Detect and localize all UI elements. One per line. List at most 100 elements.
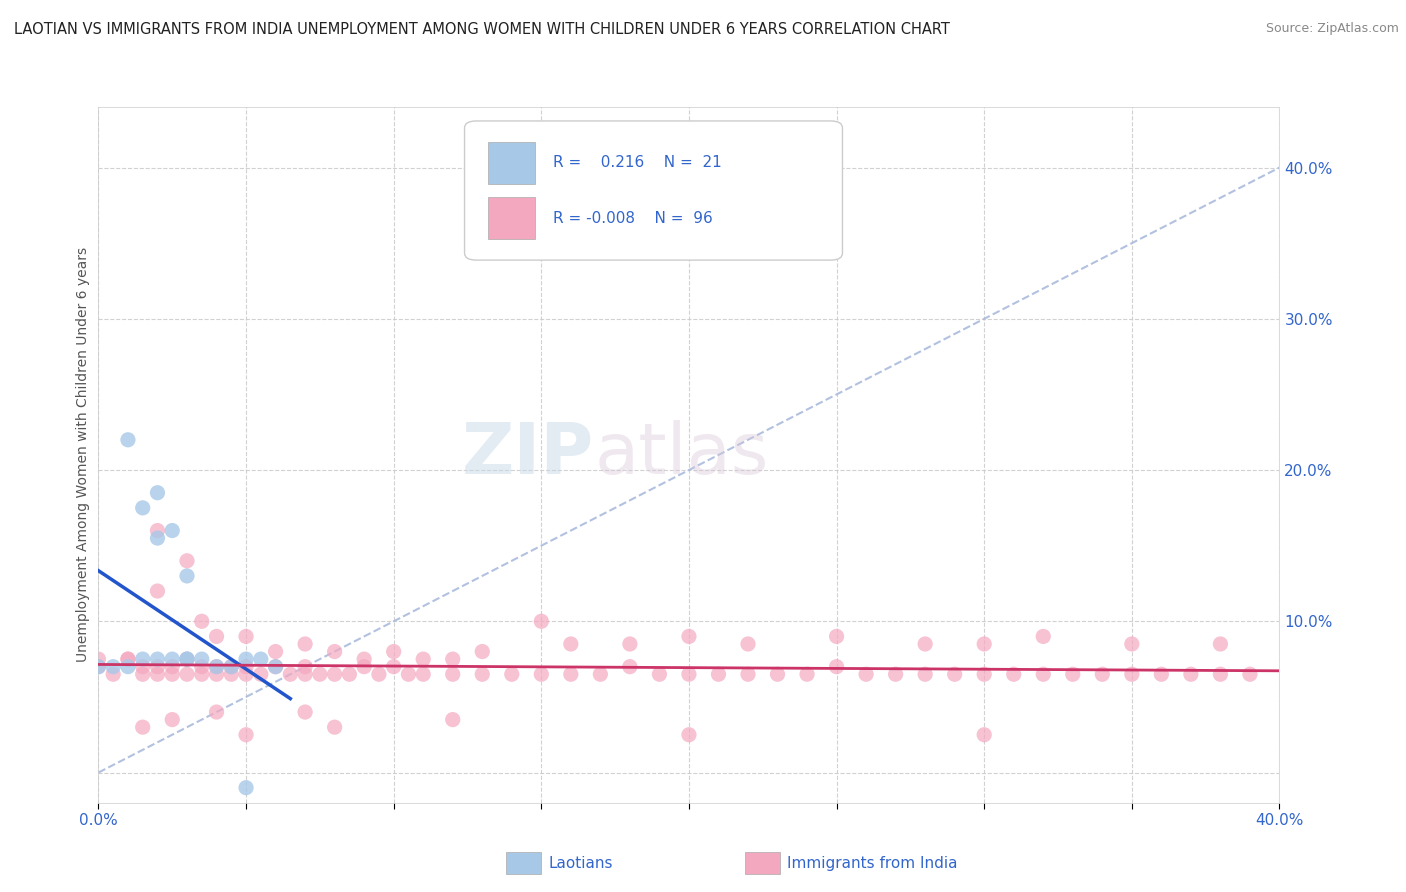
Point [132, 652, 155, 666]
Point [250, 667, 273, 681]
Point [191, 652, 214, 666]
Point [117, 433, 139, 447]
Point [678, 728, 700, 742]
Point [219, 659, 242, 673]
Text: Source: ZipAtlas.com: Source: ZipAtlas.com [1265, 22, 1399, 36]
Point [117, 652, 139, 666]
Point [176, 652, 198, 666]
Point [1150, 667, 1173, 681]
Point [530, 615, 553, 629]
Point [146, 584, 169, 599]
Text: LAOTIAN VS IMMIGRANTS FROM INDIA UNEMPLOYMENT AMONG WOMEN WITH CHILDREN UNDER 6 : LAOTIAN VS IMMIGRANTS FROM INDIA UNEMPLO… [14, 22, 950, 37]
Point [132, 667, 155, 681]
Point [176, 554, 198, 568]
Point [146, 659, 169, 673]
FancyBboxPatch shape [464, 121, 842, 260]
Text: R =    0.216    N =  21: R = 0.216 N = 21 [553, 155, 721, 170]
Point [132, 720, 155, 734]
Point [132, 500, 155, 515]
Point [191, 667, 214, 681]
Point [678, 629, 700, 643]
Point [382, 644, 405, 658]
Point [825, 659, 848, 673]
Point [162, 652, 183, 666]
Point [884, 667, 907, 681]
Point [914, 667, 936, 681]
Point [264, 659, 287, 673]
Point [176, 652, 198, 666]
Point [87, 652, 110, 666]
Point [235, 652, 257, 666]
Point [323, 644, 346, 658]
Point [103, 659, 125, 673]
Point [707, 667, 730, 681]
Point [117, 652, 139, 666]
Point [1121, 637, 1143, 651]
Point [191, 615, 214, 629]
Text: R = -0.008    N =  96: R = -0.008 N = 96 [553, 211, 713, 226]
Point [471, 667, 494, 681]
Point [471, 644, 494, 658]
Point [1209, 637, 1232, 651]
Point [382, 659, 405, 673]
Point [914, 637, 936, 651]
Point [973, 728, 995, 742]
Point [501, 667, 523, 681]
Point [146, 667, 169, 681]
Point [648, 667, 671, 681]
Point [235, 667, 257, 681]
Point [117, 659, 139, 673]
Point [973, 667, 995, 681]
Point [146, 485, 169, 500]
Point [412, 667, 434, 681]
Text: Laotians: Laotians [548, 856, 613, 871]
Point [943, 667, 966, 681]
Text: Immigrants from India: Immigrants from India [787, 856, 957, 871]
Point [264, 659, 287, 673]
Point [235, 728, 257, 742]
Point [560, 637, 582, 651]
Point [176, 652, 198, 666]
Point [339, 667, 360, 681]
Point [737, 667, 759, 681]
Text: ZIP: ZIP [463, 420, 595, 490]
Point [146, 652, 169, 666]
Point [796, 667, 818, 681]
Point [1091, 667, 1114, 681]
Point [766, 667, 789, 681]
Point [205, 667, 228, 681]
Point [205, 659, 228, 673]
Point [278, 667, 302, 681]
Point [530, 667, 553, 681]
Point [353, 659, 375, 673]
Point [368, 667, 391, 681]
Point [1239, 667, 1261, 681]
Point [441, 713, 464, 727]
Point [396, 667, 419, 681]
FancyBboxPatch shape [488, 142, 536, 184]
Point [441, 667, 464, 681]
Point [855, 667, 877, 681]
Point [162, 524, 183, 538]
Point [87, 659, 110, 673]
Point [1002, 667, 1025, 681]
Point [219, 667, 242, 681]
Point [294, 667, 316, 681]
Point [1032, 667, 1054, 681]
Point [294, 659, 316, 673]
Point [560, 667, 582, 681]
Point [162, 713, 183, 727]
Point [619, 659, 641, 673]
Point [205, 629, 228, 643]
Point [309, 667, 332, 681]
Point [235, 629, 257, 643]
Point [162, 659, 183, 673]
Point [132, 659, 155, 673]
Point [87, 659, 110, 673]
Point [235, 780, 257, 795]
Point [1032, 629, 1054, 643]
Point [191, 659, 214, 673]
Point [294, 637, 316, 651]
Point [441, 652, 464, 666]
Point [1062, 667, 1084, 681]
